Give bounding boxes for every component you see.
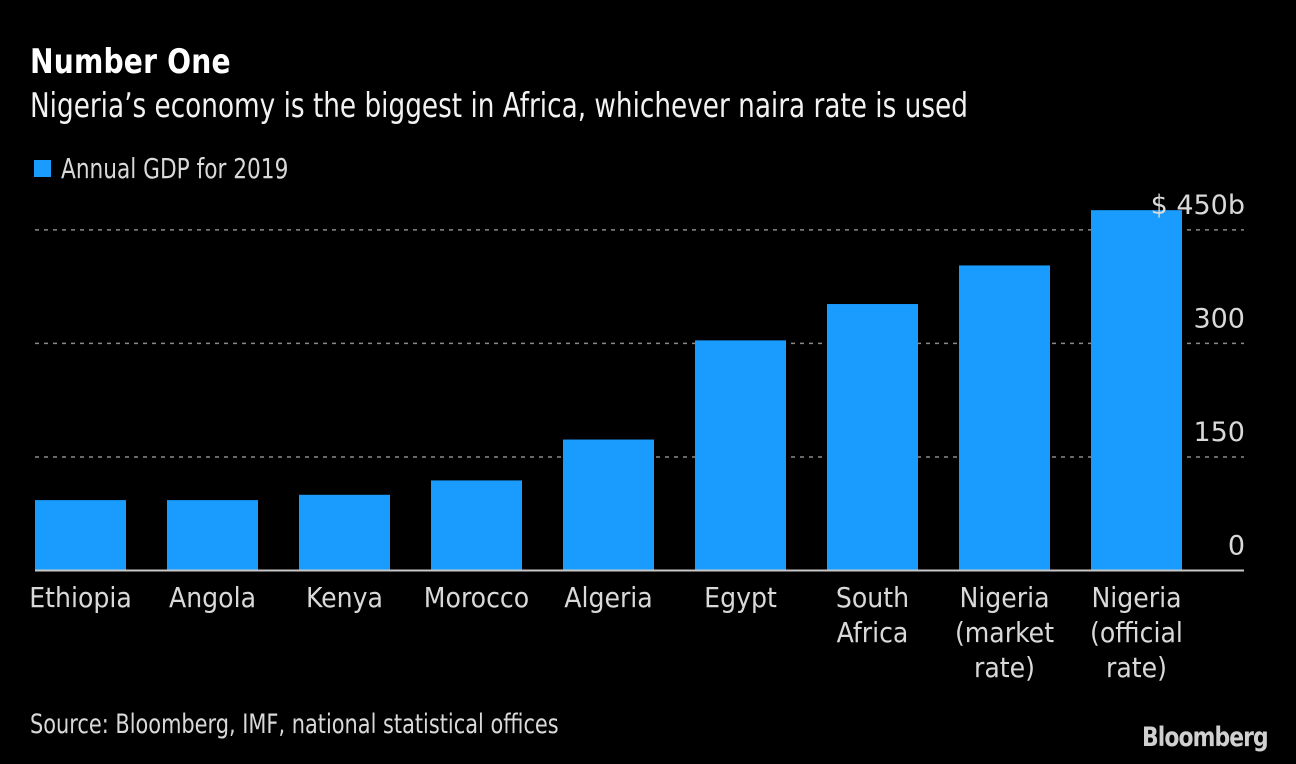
x-tick-label-line: rate) bbox=[1106, 651, 1167, 684]
bar bbox=[35, 500, 126, 571]
bars bbox=[35, 210, 1182, 571]
x-tick-label-line: South bbox=[836, 581, 909, 614]
x-tick-label: Egypt bbox=[704, 581, 777, 614]
bar bbox=[563, 439, 654, 571]
x-tick-label-line: Nigeria bbox=[959, 581, 1049, 614]
x-tick-label-line: Angola bbox=[169, 581, 256, 614]
y-tick-label: 150 bbox=[1193, 417, 1245, 448]
x-tick-label-line: Ethiopia bbox=[29, 581, 132, 614]
x-tick-label: Nigeria (official rate) bbox=[1090, 581, 1183, 684]
chart-subtitle: Nigeria’s economy is the biggest in Afri… bbox=[30, 86, 968, 126]
x-tick-label-line: Kenya bbox=[306, 581, 383, 614]
legend-label: Annual GDP for 2019 bbox=[61, 152, 289, 185]
x-tick-label: Ethiopia bbox=[29, 581, 132, 614]
bar bbox=[827, 304, 918, 571]
bar bbox=[167, 500, 258, 571]
x-tick-label-line: Nigeria bbox=[1091, 581, 1181, 614]
x-tick-label: Kenya bbox=[306, 581, 383, 614]
x-tick-label-line: Africa bbox=[837, 616, 909, 649]
x-tick-label: Morocco bbox=[424, 581, 529, 614]
bar bbox=[431, 480, 522, 571]
x-tick-label: Angola bbox=[169, 581, 256, 614]
x-tick-label-line: Morocco bbox=[424, 581, 529, 614]
x-tick-label-line: (market bbox=[955, 616, 1054, 649]
chart-title: Number One bbox=[30, 42, 231, 82]
x-tick-label: Nigeria (market rate) bbox=[955, 581, 1054, 684]
y-tick-label: 0 bbox=[1228, 531, 1245, 562]
x-tick-label-line: (official bbox=[1090, 616, 1183, 649]
x-tick-label: South Africa bbox=[836, 581, 909, 649]
bar bbox=[959, 265, 1050, 571]
x-tick-label-line: rate) bbox=[974, 651, 1035, 684]
x-tick-label-line: Egypt bbox=[704, 581, 777, 614]
legend-swatch bbox=[34, 160, 51, 177]
gridlines bbox=[35, 229, 1244, 458]
x-tick-label: Algeria bbox=[564, 581, 653, 614]
legend: Annual GDP for 2019 bbox=[34, 152, 325, 185]
y-tick-label: 300 bbox=[1193, 303, 1245, 334]
bloomberg-logo: Bloomberg bbox=[1142, 722, 1269, 753]
x-tick-label-line: Algeria bbox=[564, 581, 653, 614]
bar bbox=[299, 494, 390, 571]
source-note: Source: Bloomberg, IMF, national statist… bbox=[30, 709, 559, 740]
bar bbox=[1091, 210, 1182, 571]
y-tick-labels: 0 150 300 $ 450b bbox=[1151, 190, 1245, 562]
bar bbox=[695, 340, 786, 571]
x-tick-labels: Ethiopia Angola Kenya Morocco Algeria Egypt So… bbox=[29, 581, 1183, 684]
y-tick-label: $ 450b bbox=[1151, 190, 1245, 221]
